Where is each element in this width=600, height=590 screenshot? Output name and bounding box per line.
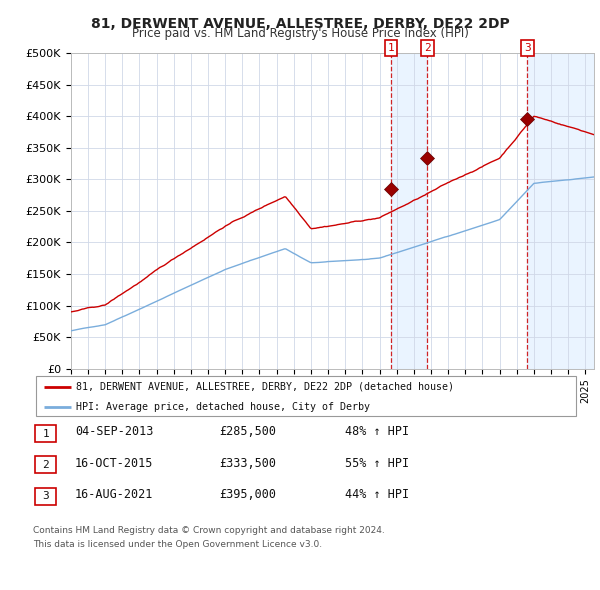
FancyBboxPatch shape <box>35 425 56 442</box>
Text: Contains HM Land Registry data © Crown copyright and database right 2024.: Contains HM Land Registry data © Crown c… <box>33 526 385 535</box>
Text: 16-AUG-2021: 16-AUG-2021 <box>75 488 154 501</box>
FancyBboxPatch shape <box>35 457 56 473</box>
FancyBboxPatch shape <box>35 488 56 504</box>
Text: 16-OCT-2015: 16-OCT-2015 <box>75 457 154 470</box>
Text: 1: 1 <box>42 429 49 438</box>
Text: HPI: Average price, detached house, City of Derby: HPI: Average price, detached house, City… <box>77 402 371 412</box>
Text: 55% ↑ HPI: 55% ↑ HPI <box>345 457 409 470</box>
Text: Price paid vs. HM Land Registry's House Price Index (HPI): Price paid vs. HM Land Registry's House … <box>131 27 469 40</box>
Text: 81, DERWENT AVENUE, ALLESTREE, DERBY, DE22 2DP: 81, DERWENT AVENUE, ALLESTREE, DERBY, DE… <box>91 17 509 31</box>
Text: 04-SEP-2013: 04-SEP-2013 <box>75 425 154 438</box>
Bar <box>527 53 594 369</box>
Text: 2: 2 <box>424 43 431 53</box>
Text: £395,000: £395,000 <box>219 488 276 501</box>
FancyBboxPatch shape <box>36 376 576 416</box>
Text: 81, DERWENT AVENUE, ALLESTREE, DERBY, DE22 2DP (detached house): 81, DERWENT AVENUE, ALLESTREE, DERBY, DE… <box>77 382 455 392</box>
Text: £333,500: £333,500 <box>219 457 276 470</box>
Bar <box>391 53 427 369</box>
Text: £285,500: £285,500 <box>219 425 276 438</box>
Text: 3: 3 <box>42 491 49 501</box>
Text: This data is licensed under the Open Government Licence v3.0.: This data is licensed under the Open Gov… <box>33 540 322 549</box>
Text: 2: 2 <box>42 460 49 470</box>
Text: 44% ↑ HPI: 44% ↑ HPI <box>345 488 409 501</box>
Text: 48% ↑ HPI: 48% ↑ HPI <box>345 425 409 438</box>
Text: 3: 3 <box>524 43 531 53</box>
Text: 1: 1 <box>388 43 394 53</box>
